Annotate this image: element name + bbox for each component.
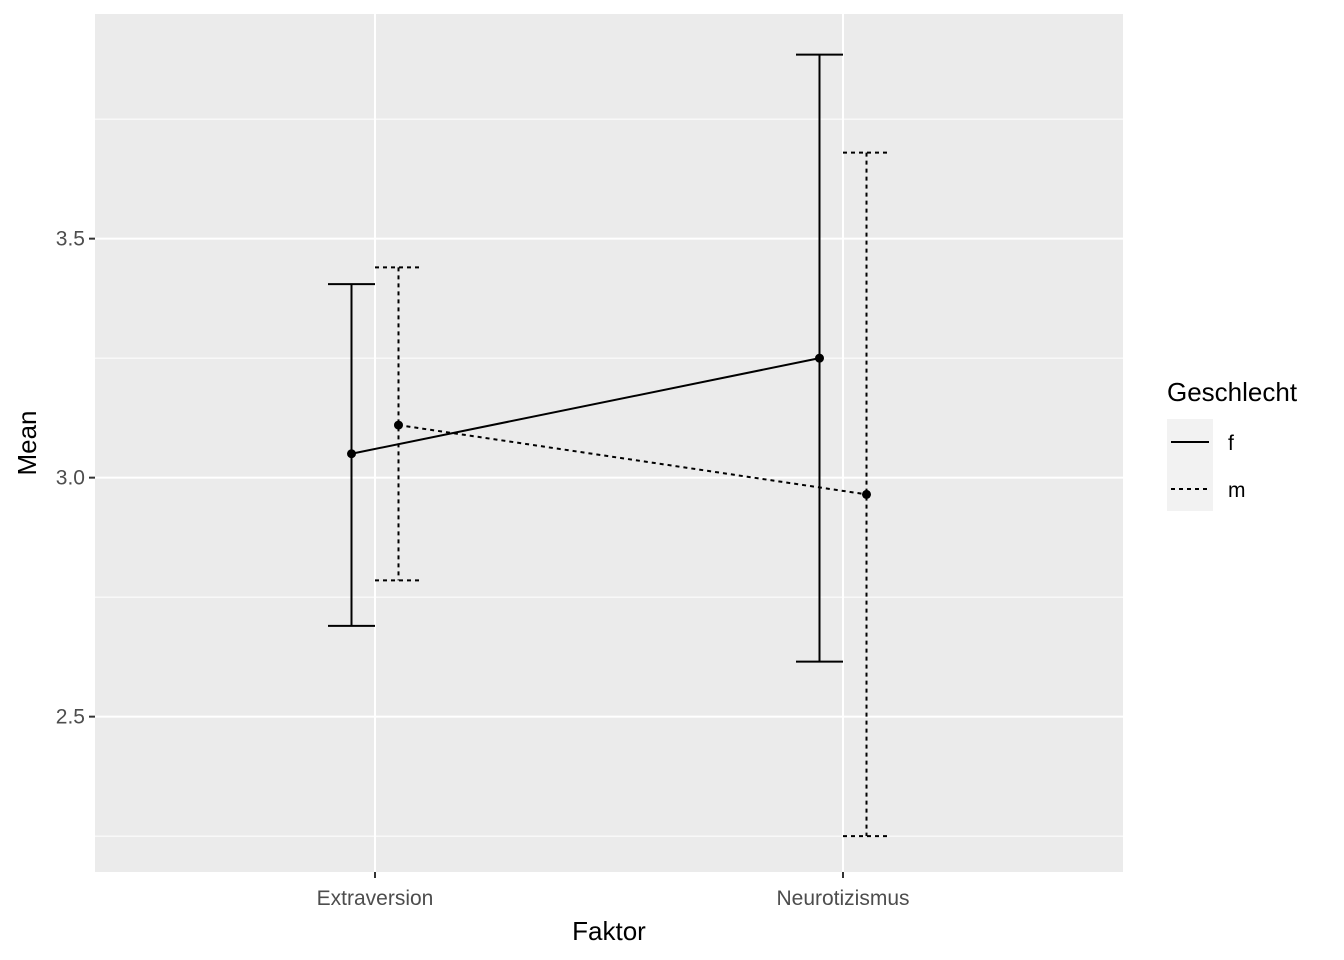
series-line: [351, 357, 820, 455]
legend-label-f: f: [1228, 432, 1234, 455]
legend: Geschlecht fm: [1167, 377, 1298, 511]
data-point: [394, 420, 403, 430]
grid-lines: [95, 14, 1123, 872]
data-point: [815, 353, 824, 363]
series-f: [328, 53, 843, 663]
axes: 2.5 3.0 3.5 Extraversion Neurotizismus: [56, 228, 910, 910]
data-point: [347, 449, 356, 459]
y-axis-title: Mean: [12, 410, 42, 475]
x-tick-label: Neurotizismus: [776, 887, 909, 910]
y-tick-label: 3.5: [56, 228, 85, 251]
y-tick-label: 3.0: [56, 467, 85, 490]
legend-key-background: [1167, 419, 1213, 511]
x-tick-label: Extraversion: [317, 887, 434, 910]
plot-panel: [95, 14, 1123, 872]
series-m: [375, 151, 890, 838]
legend-label-m: m: [1228, 479, 1246, 502]
legend-title: Geschlecht: [1167, 377, 1298, 407]
y-tick-label: 2.5: [56, 706, 85, 729]
legend-items: fm: [1171, 432, 1246, 502]
data-point: [862, 489, 871, 499]
series-layer: [328, 53, 890, 838]
x-axis-title: Faktor: [572, 916, 646, 946]
series-line: [398, 424, 867, 496]
